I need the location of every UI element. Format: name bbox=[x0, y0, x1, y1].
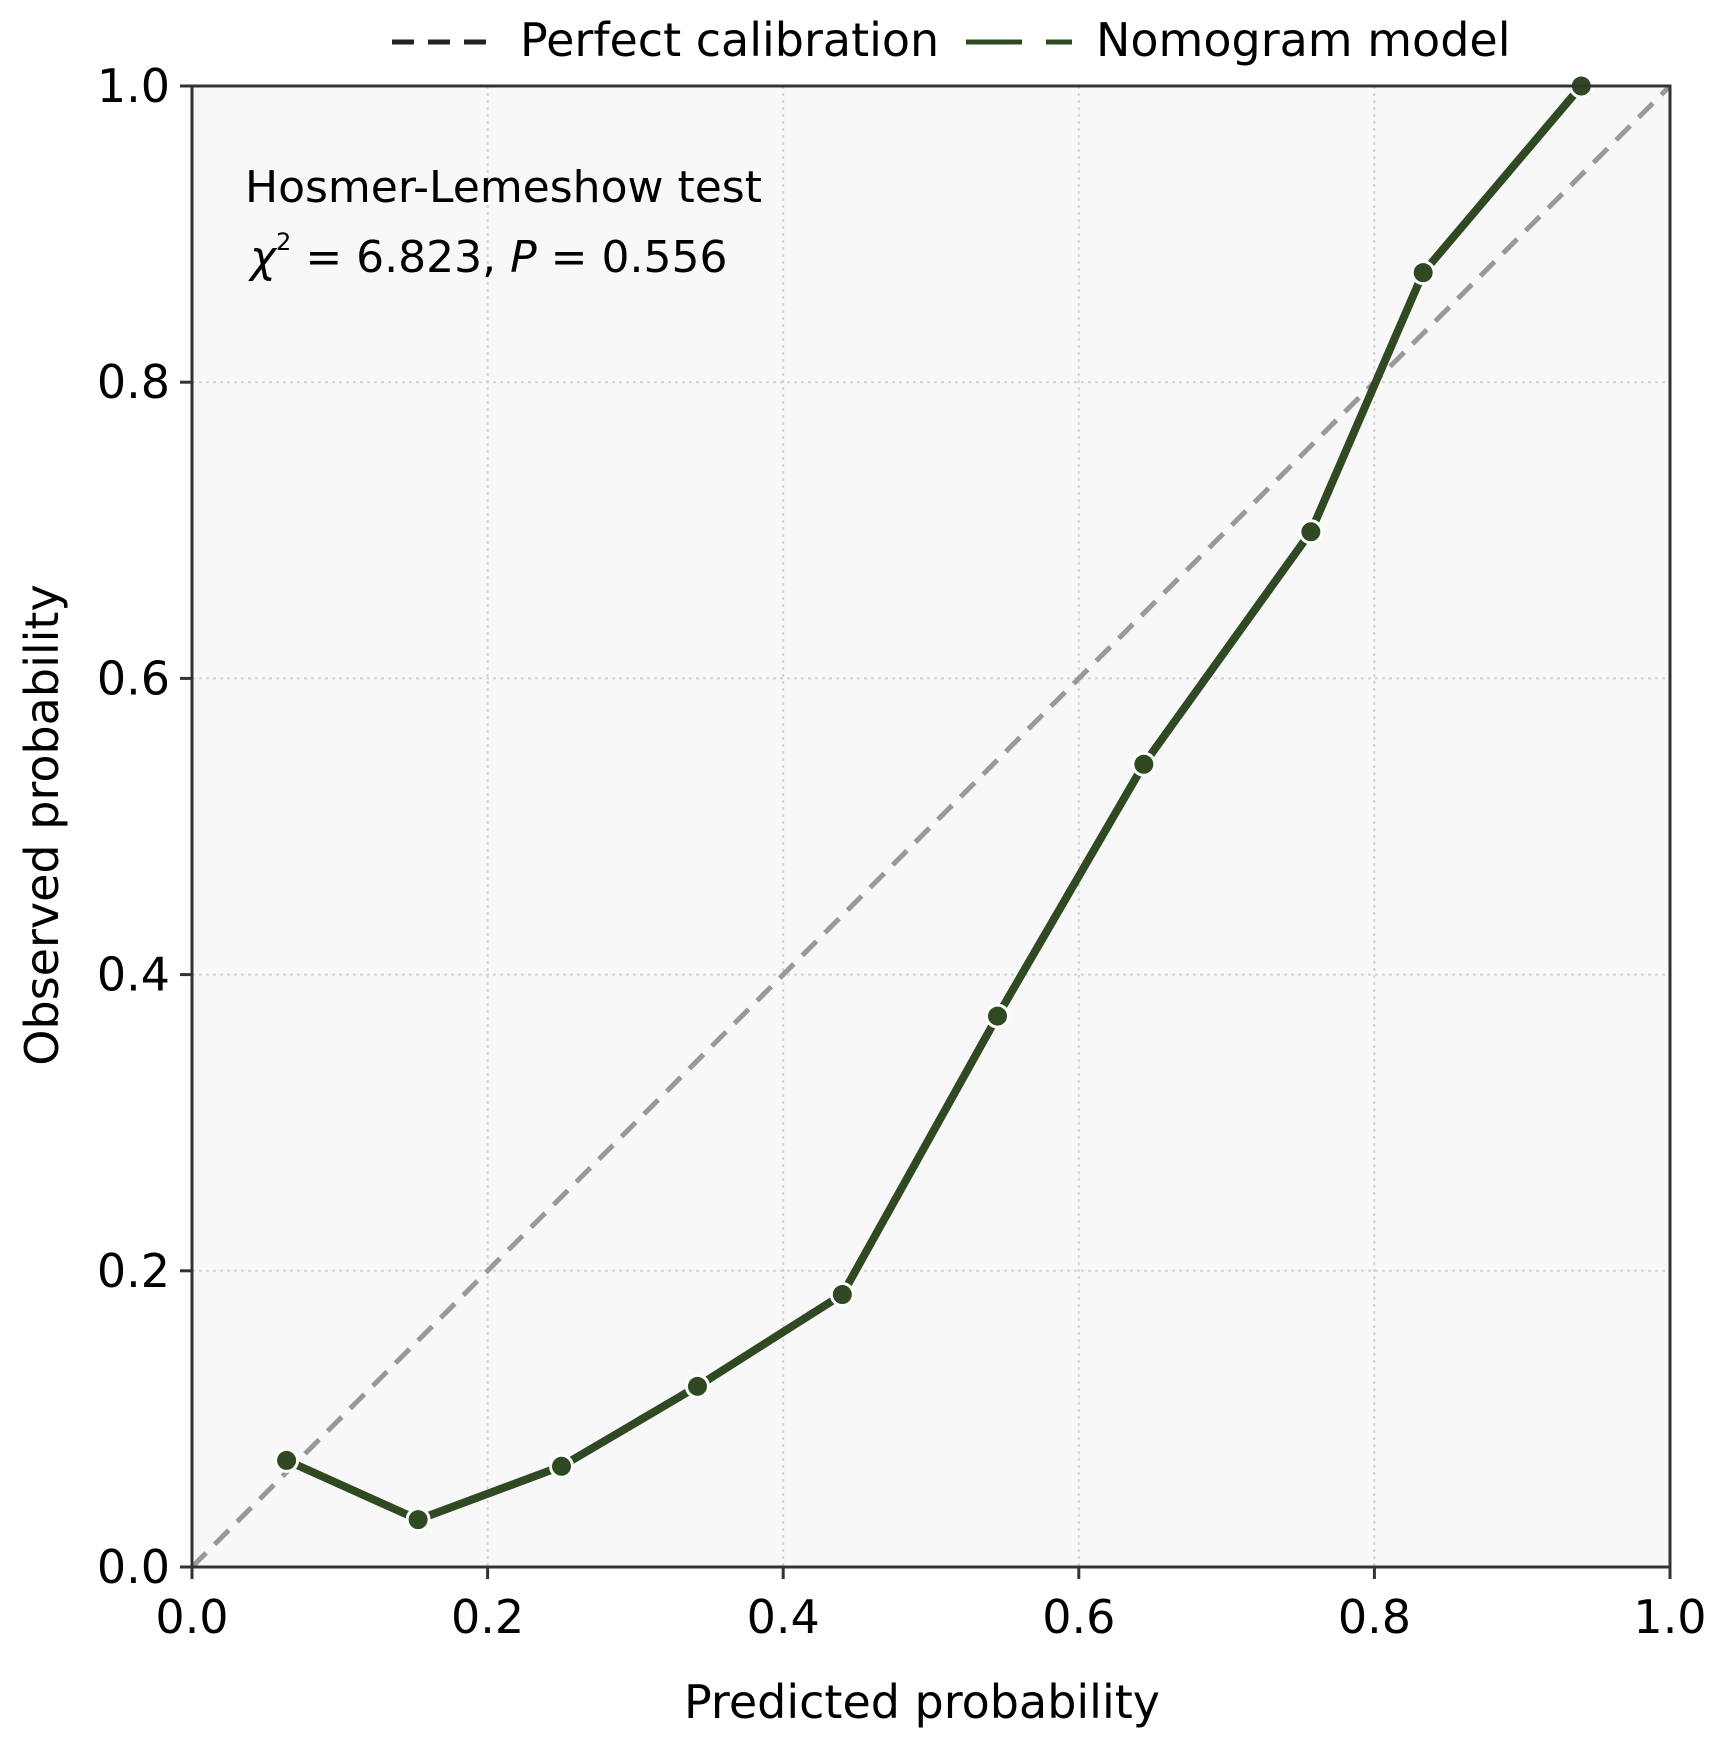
y-tick-label: 0.2 bbox=[97, 1244, 170, 1298]
data-point bbox=[549, 1453, 574, 1479]
legend-nomogram-model-label: Nomogram model bbox=[1096, 13, 1510, 67]
x-tick-label: 0.8 bbox=[1338, 1590, 1411, 1644]
annotation-title: Hosmer-Lemeshow test bbox=[245, 162, 762, 213]
data-point bbox=[274, 1447, 300, 1473]
y-tick-label: 0.6 bbox=[97, 651, 170, 705]
y-tick-label: 0.8 bbox=[97, 355, 170, 409]
x-tick-label: 0.6 bbox=[1042, 1590, 1115, 1644]
data-point bbox=[684, 1373, 710, 1399]
data-point bbox=[1131, 751, 1157, 777]
data-point bbox=[405, 1507, 431, 1533]
hosmer-lemeshow-annotation: Hosmer-Lemeshow test χ2 = 6.823, P = 0.5… bbox=[245, 162, 762, 283]
data-point bbox=[985, 1003, 1011, 1029]
annotation-statistic: χ2 = 6.823, P = 0.556 bbox=[248, 228, 727, 283]
x-tick-label: 1.0 bbox=[1633, 1590, 1706, 1644]
x-tick-label: 0.2 bbox=[451, 1590, 524, 1644]
chi-symbol: χ bbox=[248, 232, 278, 283]
data-point bbox=[1298, 519, 1324, 545]
plot-frame bbox=[190, 84, 1672, 1569]
legend-perfect-calibration-label: Perfect calibration bbox=[520, 13, 939, 67]
axis-ticks: 0.0 0.2 0.4 0.6 0.8 1.0 0.0 0.2 0.4 0.6 0.8 1.0 bbox=[97, 59, 1707, 1644]
statistic-value: = 6.823, bbox=[291, 232, 510, 283]
chi-superscript: 2 bbox=[276, 228, 291, 256]
x-tick-label: 0.0 bbox=[155, 1590, 228, 1644]
p-value: = 0.556 bbox=[537, 232, 728, 283]
y-tick-label: 0.4 bbox=[97, 948, 170, 1002]
p-symbol: P bbox=[510, 232, 537, 283]
legend: Perfect calibration Nomogram model bbox=[392, 13, 1510, 67]
data-point bbox=[829, 1281, 855, 1307]
nomogram-model-line bbox=[284, 83, 1585, 1524]
grid bbox=[192, 86, 1670, 1567]
y-tick-label: 1.0 bbox=[97, 59, 170, 113]
y-axis-label: Observed probability bbox=[15, 584, 69, 1065]
perfect-calibration-line bbox=[190, 84, 1672, 1569]
data-point bbox=[1410, 260, 1436, 286]
x-axis-label: Predicted probability bbox=[684, 1675, 1160, 1729]
x-tick-label: 0.4 bbox=[747, 1590, 820, 1644]
y-tick-label: 0.0 bbox=[97, 1540, 170, 1594]
